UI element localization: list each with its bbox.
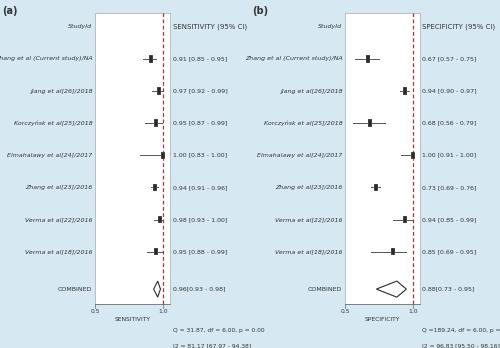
Bar xyxy=(366,55,370,63)
Text: Jiang et al[26]/2018: Jiang et al[26]/2018 xyxy=(280,88,342,94)
Bar xyxy=(157,87,161,95)
FancyBboxPatch shape xyxy=(95,13,170,304)
Polygon shape xyxy=(376,281,406,297)
Bar xyxy=(158,216,162,223)
Text: (b): (b) xyxy=(252,6,268,16)
Text: Zhang et al[23]/2016: Zhang et al[23]/2016 xyxy=(25,185,92,190)
Text: Korczyńsk et al[25]/2018: Korczyńsk et al[25]/2018 xyxy=(14,120,92,126)
Bar xyxy=(390,248,394,255)
Bar xyxy=(411,151,415,159)
Text: Zhang et al (Current study)/NA: Zhang et al (Current study)/NA xyxy=(0,56,92,61)
Text: 0.68 [0.56 - 0.79]: 0.68 [0.56 - 0.79] xyxy=(422,121,477,126)
Text: 0.94 [0.91 - 0.96]: 0.94 [0.91 - 0.96] xyxy=(172,185,227,190)
Text: Verma et al[22]/2016: Verma et al[22]/2016 xyxy=(275,217,342,222)
Bar xyxy=(161,151,165,159)
Bar xyxy=(374,184,378,191)
Text: (a): (a) xyxy=(2,6,18,16)
Text: I2 = 81.17 [67.97 - 94.38]: I2 = 81.17 [67.97 - 94.38] xyxy=(172,343,250,348)
Text: I2 = 96.83 [95.50 - 98.16]: I2 = 96.83 [95.50 - 98.16] xyxy=(422,343,500,348)
Text: 0.91 [0.85 - 0.95]: 0.91 [0.85 - 0.95] xyxy=(172,56,227,61)
Text: SPECIFICITY: SPECIFICITY xyxy=(365,317,400,322)
Text: 0.5: 0.5 xyxy=(340,309,350,314)
Text: SPECIFICITY (95% CI): SPECIFICITY (95% CI) xyxy=(422,24,496,30)
Text: 0.94 [0.90 - 0.97]: 0.94 [0.90 - 0.97] xyxy=(422,88,477,94)
Bar xyxy=(368,119,372,127)
Text: 0.88[0.73 - 0.95]: 0.88[0.73 - 0.95] xyxy=(422,287,475,292)
Text: Elmahalawy et al[24]/2017: Elmahalawy et al[24]/2017 xyxy=(7,153,92,158)
Text: 0.73 [0.69 - 0.76]: 0.73 [0.69 - 0.76] xyxy=(422,185,477,190)
Text: Q =189.24, df = 6.00, p = 0.00: Q =189.24, df = 6.00, p = 0.00 xyxy=(422,328,500,333)
Text: 0.85 [0.69 - 0.95]: 0.85 [0.69 - 0.95] xyxy=(422,249,477,254)
Text: 0.95 [0.88 - 0.99]: 0.95 [0.88 - 0.99] xyxy=(172,249,227,254)
Text: SENSITIVITY: SENSITIVITY xyxy=(114,317,150,322)
Bar xyxy=(154,248,158,255)
Text: Jiang et al[26]/2018: Jiang et al[26]/2018 xyxy=(30,88,92,94)
Text: COMBINED: COMBINED xyxy=(58,287,92,292)
FancyBboxPatch shape xyxy=(345,13,420,304)
Text: StudyId: StudyId xyxy=(68,24,92,29)
Bar xyxy=(154,119,158,127)
Text: Zhang et al[23]/2016: Zhang et al[23]/2016 xyxy=(275,185,342,190)
Text: SENSITIVITY (95% CI): SENSITIVITY (95% CI) xyxy=(172,24,246,30)
Text: 1.00 [0.91 - 1.00]: 1.00 [0.91 - 1.00] xyxy=(422,153,476,158)
Text: Verma et al[18]/2016: Verma et al[18]/2016 xyxy=(275,249,342,254)
Text: 1.00 [0.83 - 1.00]: 1.00 [0.83 - 1.00] xyxy=(172,153,227,158)
Text: 0.5: 0.5 xyxy=(90,309,100,314)
Bar xyxy=(149,55,153,63)
Text: 1.0: 1.0 xyxy=(158,309,168,314)
Text: 0.96[0.93 - 0.98]: 0.96[0.93 - 0.98] xyxy=(172,287,225,292)
Text: 0.94 [0.85 - 0.99]: 0.94 [0.85 - 0.99] xyxy=(422,217,477,222)
Text: Verma et al[22]/2016: Verma et al[22]/2016 xyxy=(25,217,92,222)
Text: COMBINED: COMBINED xyxy=(308,287,342,292)
Text: StudyId: StudyId xyxy=(318,24,342,29)
Bar xyxy=(403,216,407,223)
Text: 0.98 [0.93 - 1.00]: 0.98 [0.93 - 1.00] xyxy=(172,217,227,222)
Text: Verma et al[18]/2016: Verma et al[18]/2016 xyxy=(25,249,92,254)
Text: Q = 31.87, df = 6.00, p = 0.00: Q = 31.87, df = 6.00, p = 0.00 xyxy=(172,328,264,333)
Text: 0.67 [0.57 - 0.75]: 0.67 [0.57 - 0.75] xyxy=(422,56,477,61)
Text: 0.95 [0.87 - 0.99]: 0.95 [0.87 - 0.99] xyxy=(172,121,227,126)
Text: Elmahalawy et al[24]/2017: Elmahalawy et al[24]/2017 xyxy=(257,153,342,158)
Bar xyxy=(153,184,157,191)
Text: 1.0: 1.0 xyxy=(408,309,418,314)
Text: 0.97 [0.92 - 0.99]: 0.97 [0.92 - 0.99] xyxy=(172,88,228,94)
Polygon shape xyxy=(154,281,160,297)
Bar xyxy=(403,87,407,95)
Text: Korczyńsk et al[25]/2018: Korczyńsk et al[25]/2018 xyxy=(264,120,342,126)
Text: Zhang et al (Current study)/NA: Zhang et al (Current study)/NA xyxy=(245,56,342,61)
